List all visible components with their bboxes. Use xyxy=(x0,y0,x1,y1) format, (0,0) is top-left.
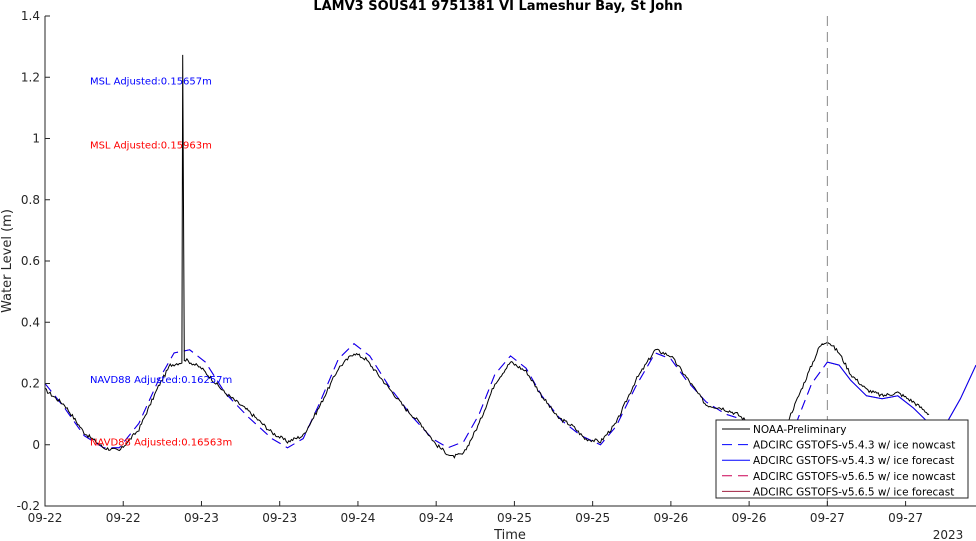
year-label: 2023 xyxy=(933,528,964,541)
annotation-label: NAVD88 Adjusted:0.16257m xyxy=(90,375,232,386)
y-tick-label: 0 xyxy=(32,438,40,452)
x-tick-label: 09-24 xyxy=(341,511,376,525)
legend: NOAA-Preliminary ADCIRC GSTOFS-v5.4.3 w/ … xyxy=(715,419,969,499)
y-tick-label: 0.8 xyxy=(21,193,40,207)
series-line-2 xyxy=(827,361,976,427)
y-tick-label: 1 xyxy=(32,132,40,146)
legend-entry-label: ADCIRC GSTOFS-v5.4.3 w/ ice nowcast xyxy=(753,440,955,452)
annotation-label: MSL Adjusted:0.15963m xyxy=(90,141,212,152)
legend-box xyxy=(715,419,969,499)
x-tick-label: 09-27 xyxy=(810,511,845,525)
y-tick-label: 0.2 xyxy=(21,377,40,391)
ticks-layer: -0.2 0 0.2 0.4 0.6 0.8 1 1.2 1.4 09-22 09-22 09-23 0… xyxy=(17,9,923,525)
x-axis-label: Time xyxy=(493,528,526,541)
chart-title: LAMV3 SOUS41 9751381 VI Lameshur Bay, St… xyxy=(313,0,682,14)
x-tick-label: 09-25 xyxy=(575,511,610,525)
annotation-layer: MSL Adjusted:0.15657m MSL Adjusted:0.1596… xyxy=(90,76,232,448)
y-tick-label: 0.4 xyxy=(21,315,40,329)
x-tick-label: 09-27 xyxy=(888,511,923,525)
x-tick-label: 09-23 xyxy=(262,511,297,525)
x-tick-label: 09-22 xyxy=(28,511,63,525)
annotation-label: NAVD88 Adjusted:0.16563m xyxy=(90,438,232,449)
y-tick-label: 1.2 xyxy=(21,70,40,84)
legend-entry-label: ADCIRC GSTOFS-v5.6.5 w/ ice nowcast xyxy=(753,471,955,483)
x-tick-label: 09-24 xyxy=(419,511,454,525)
x-tick-label: 09-25 xyxy=(497,511,532,525)
y-axis-label: Water Level (m) xyxy=(0,209,15,313)
y-tick-label: 0.6 xyxy=(21,254,40,268)
plot-area: MSL Adjusted:0.15657m MSL Adjusted:0.1596… xyxy=(17,9,976,525)
annotation-label: MSL Adjusted:0.15657m xyxy=(90,76,212,87)
legend-entry-label: ADCIRC GSTOFS-v5.4.3 w/ ice forecast xyxy=(753,455,954,467)
x-tick-label: 09-22 xyxy=(106,511,141,525)
y-tick-label: -0.2 xyxy=(17,499,40,513)
legend-entry-label: NOAA-Preliminary xyxy=(753,424,846,436)
x-tick-label: 09-26 xyxy=(653,511,688,525)
y-tick-label: 1.4 xyxy=(21,9,40,23)
legend-entry-label: ADCIRC GSTOFS-v5.6.5 w/ ice forecast xyxy=(753,486,954,498)
x-tick-label: 09-23 xyxy=(184,511,219,525)
x-tick-label: 09-26 xyxy=(732,511,767,525)
